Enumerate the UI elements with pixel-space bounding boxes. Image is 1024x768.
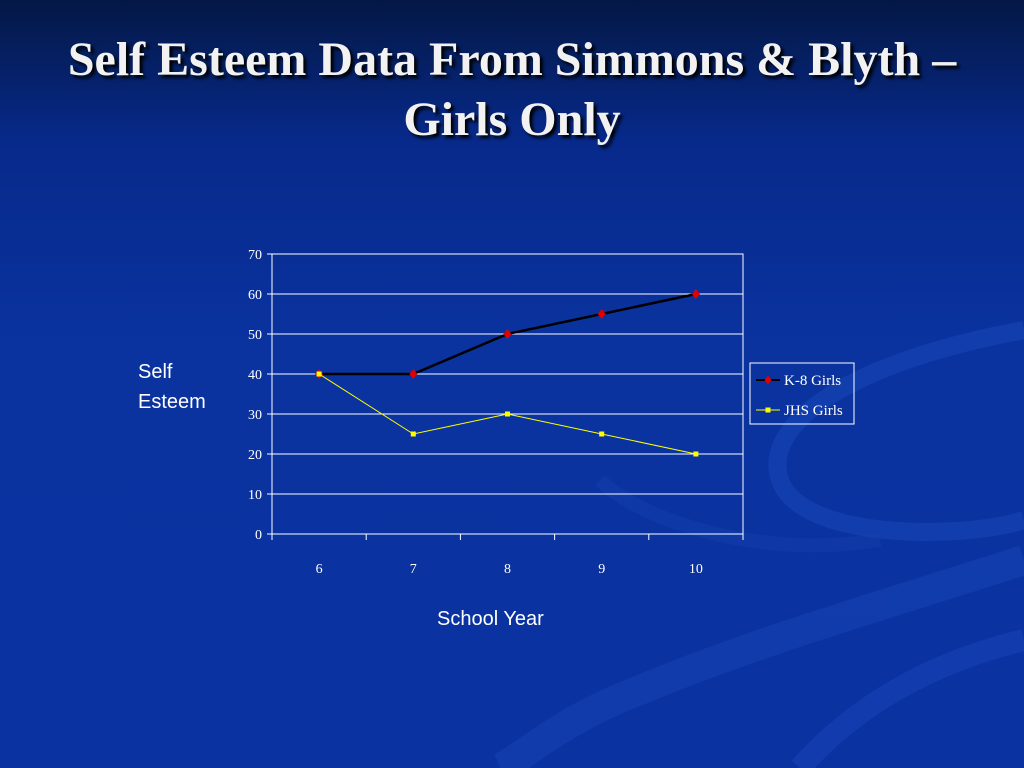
x-tick-label: 9 [598, 562, 605, 577]
y-axis-ticks: 0 10 20 30 40 50 60 70 [248, 248, 272, 543]
y-axis-title-line-1: Self [138, 361, 173, 383]
plot-frame [271, 253, 744, 535]
y-axis-title: Self Esteem [138, 357, 238, 417]
plot-area: 0 10 20 30 40 50 60 70 6 7 8 9 10 [248, 248, 744, 577]
y-tick-label: 10 [248, 488, 262, 503]
y-tick-label: 20 [248, 448, 262, 463]
legend-items: K-8 Girls JHS Girls [756, 373, 843, 419]
x-tick-label: 7 [410, 562, 417, 577]
y-tick-label: 60 [248, 288, 262, 303]
data-point [409, 369, 418, 379]
legend-label: JHS Girls [784, 403, 843, 419]
data-point [599, 431, 605, 437]
slide-title: Self Esteem Data From Simmons & Blyth – … [67, 33, 957, 146]
data-point [410, 431, 416, 437]
legend-box [749, 362, 855, 425]
data-point [693, 451, 699, 457]
legend: K-8 Girls JHS Girls [749, 362, 855, 425]
x-tick-label: 6 [316, 562, 323, 577]
data-point [691, 289, 700, 299]
data-point [316, 371, 322, 377]
x-axis-title: School Year [437, 608, 544, 630]
legend-item: JHS Girls [756, 403, 843, 419]
legend-marker [765, 407, 771, 413]
x-axis-ticks: 6 7 8 9 10 [271, 534, 744, 577]
y-tick-label: 0 [255, 528, 262, 543]
y-tick-label: 50 [248, 328, 262, 343]
y-tick-label: 40 [248, 368, 262, 383]
x-tick-label: 8 [504, 562, 511, 577]
y-tick-label: 30 [248, 408, 262, 423]
legend-item: K-8 Girls [756, 373, 841, 389]
gridlines [272, 293, 743, 495]
data-point [597, 309, 606, 319]
series-layer [315, 289, 700, 457]
x-tick-label: 10 [689, 562, 703, 577]
data-point [505, 411, 510, 417]
series-jhs-girls [316, 371, 699, 457]
legend-marker [764, 375, 772, 385]
data-point [503, 329, 512, 339]
legend-label: K-8 Girls [784, 373, 841, 389]
y-axis-title-line-2: Esteem [138, 391, 206, 413]
y-tick-label: 70 [248, 248, 262, 263]
